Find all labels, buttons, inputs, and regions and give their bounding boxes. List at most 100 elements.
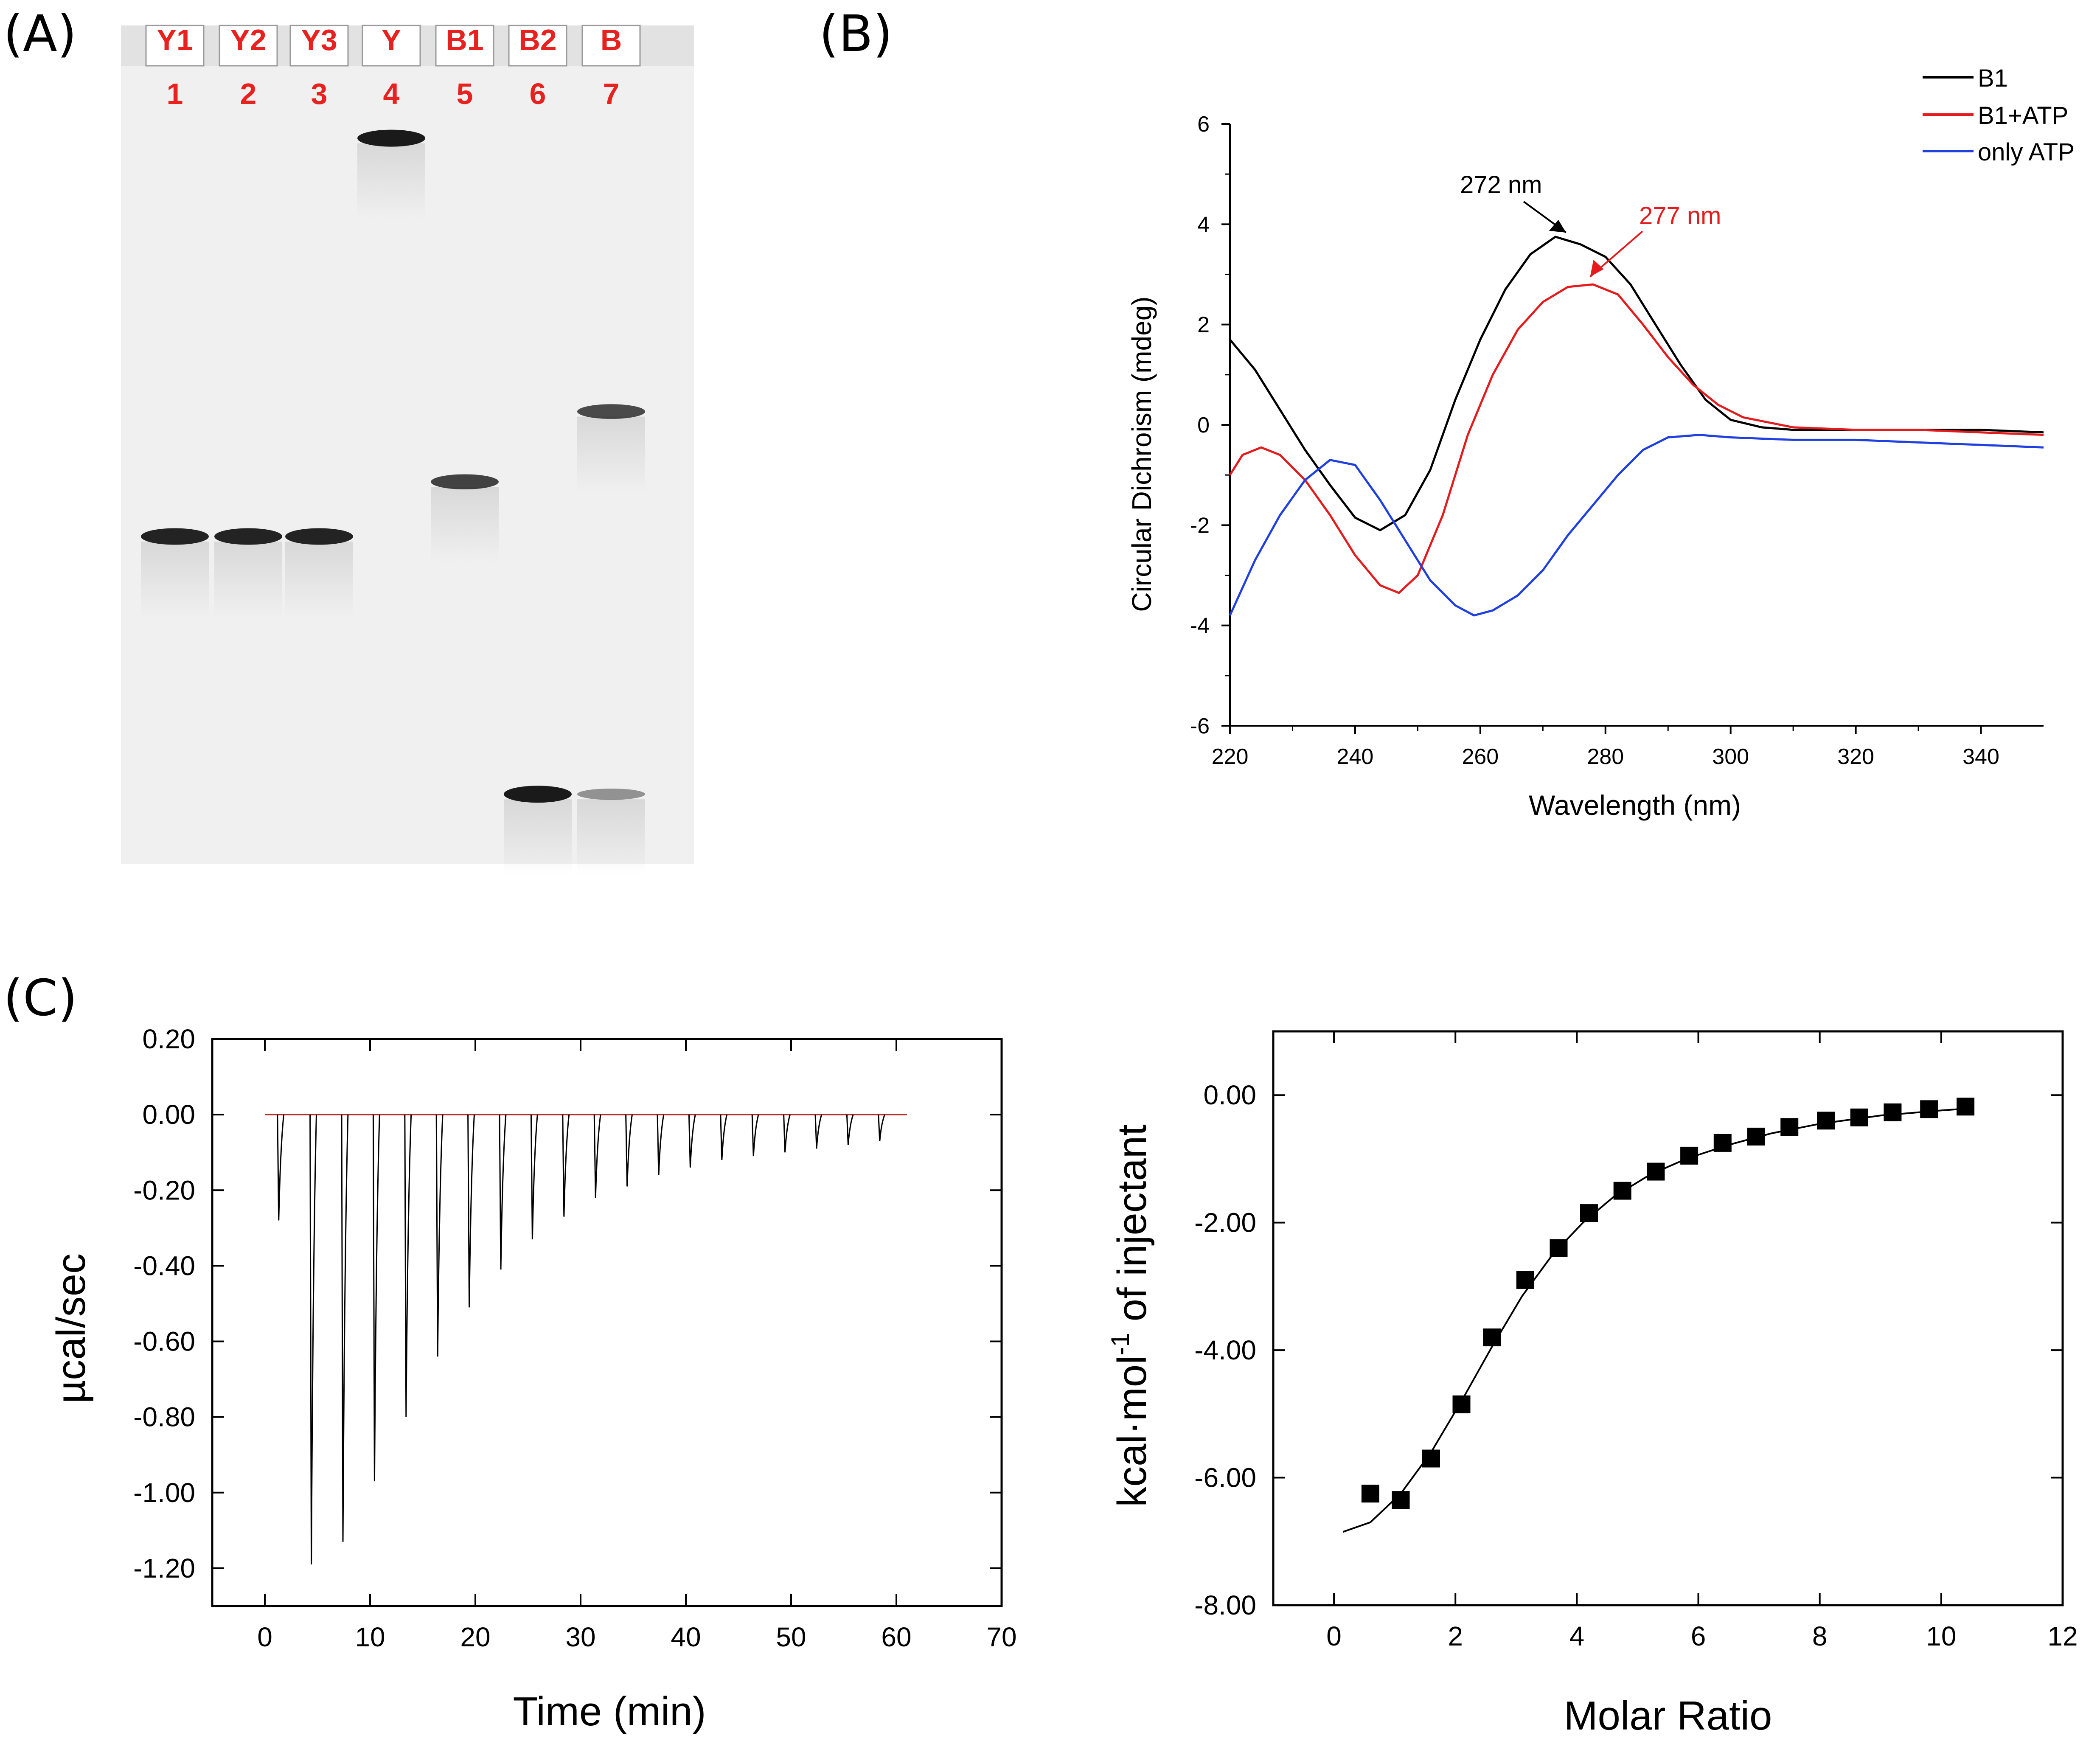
isotherm-data-point bbox=[1680, 1146, 1699, 1165]
itc-y-axis-label: µcal/sec bbox=[48, 1253, 94, 1404]
cd-x-axis-label: Wavelength (nm) bbox=[1529, 789, 1741, 821]
gel-lane-name: Y3 bbox=[301, 23, 337, 56]
cd-series-only-atp bbox=[1229, 434, 2044, 617]
itc-x-tick-label: 60 bbox=[881, 1622, 911, 1652]
itc-injection-peak bbox=[625, 1114, 633, 1187]
cd-annotation-arrowhead-277 bbox=[1590, 260, 1604, 277]
itc-injection-peak bbox=[562, 1114, 570, 1217]
gel-lane-number: 3 bbox=[311, 77, 328, 110]
isotherm-data-point bbox=[1580, 1204, 1598, 1222]
itc-injection-peak bbox=[814, 1114, 823, 1149]
isotherm-data-point bbox=[1550, 1239, 1568, 1257]
gel-band-smear bbox=[214, 542, 282, 618]
itc-thermogram-chart: 0 10 20 30 40 50 60 70 0.20 0.00 -0.20 -0.40 -0.60 -0… bbox=[48, 1024, 1017, 1734]
isotherm-data-point bbox=[1516, 1271, 1534, 1289]
itc-injection-peak bbox=[751, 1114, 759, 1157]
legend-label-only-atp: only ATP bbox=[1978, 138, 2075, 166]
gel-lane-number: 1 bbox=[167, 77, 183, 110]
isotherm-data-point bbox=[1713, 1134, 1732, 1152]
itc-injection-peak bbox=[593, 1114, 601, 1198]
itc-injection-peak bbox=[341, 1115, 349, 1542]
isotherm-y-axis-label: kcal·mol-1 of injectant bbox=[1106, 1124, 1155, 1507]
gel-well bbox=[219, 25, 278, 67]
panel-label-b: (B) bbox=[819, 4, 893, 63]
itc-x-tick-label: 70 bbox=[986, 1622, 1016, 1652]
isotherm-y-label-main: kcal·mol bbox=[1109, 1355, 1155, 1507]
cd-legend: B1 B1+ATP only ATP bbox=[1923, 65, 2075, 166]
gel-band bbox=[577, 404, 645, 419]
itc-injection-peak bbox=[720, 1114, 728, 1160]
isotherm-y-tick-label: -4.00 bbox=[1194, 1335, 1256, 1365]
itc-injection-peak bbox=[846, 1114, 854, 1145]
gel-well bbox=[145, 25, 205, 67]
isotherm-x-tick-label: 2 bbox=[1448, 1621, 1463, 1651]
isotherm-x-tick-label: 6 bbox=[1691, 1621, 1706, 1651]
binding-isotherm-chart: 0 2 4 6 8 10 12 0.00 -2.00 -4.00 -6.00 -8.00 Molar … bbox=[1106, 1030, 2078, 1738]
cd-x-tick-label: 260 bbox=[1462, 744, 1499, 769]
isotherm-data-point bbox=[1422, 1449, 1440, 1468]
itc-injection-peak bbox=[467, 1115, 475, 1308]
gel-lane-name: Y bbox=[382, 23, 401, 56]
isotherm-data-point bbox=[1647, 1163, 1665, 1181]
isotherm-data-point bbox=[1920, 1100, 1938, 1118]
isotherm-data-point bbox=[1850, 1108, 1868, 1126]
gel-band-smear bbox=[285, 542, 353, 618]
cd-series-b1 bbox=[1229, 236, 2044, 531]
gel-well bbox=[362, 25, 421, 67]
cd-y-tick-label: -2 bbox=[1190, 513, 1210, 538]
cd-y-tick-label: 0 bbox=[1197, 413, 1210, 438]
isotherm-x-axis-label: Molar Ratio bbox=[1564, 1693, 1772, 1738]
itc-y-tick-label: 0.00 bbox=[142, 1099, 195, 1130]
itc-x-tick-label: 0 bbox=[257, 1622, 272, 1652]
itc-y-tick-label: -1.00 bbox=[133, 1477, 195, 1508]
itc-x-tick-label: 10 bbox=[355, 1622, 385, 1652]
isotherm-data-point bbox=[1452, 1395, 1471, 1413]
isotherm-data-point bbox=[1361, 1485, 1379, 1503]
legend-label-b1: B1 bbox=[1978, 65, 2008, 92]
cd-y-tick-label: 6 bbox=[1197, 112, 1210, 137]
gel-lane-name: Y1 bbox=[157, 23, 193, 56]
itc-injection-peak bbox=[309, 1115, 317, 1565]
cd-annotation-arrowhead-272 bbox=[1549, 219, 1566, 233]
cd-x-tick-label: 220 bbox=[1212, 744, 1249, 769]
cd-x-tick-label: 340 bbox=[1962, 744, 1999, 769]
itc-x-tick-label: 50 bbox=[776, 1622, 806, 1652]
isotherm-x-tick-label: 10 bbox=[1926, 1621, 1956, 1651]
panel-label-c: (C) bbox=[3, 969, 77, 1027]
isotherm-data-point bbox=[1817, 1112, 1835, 1130]
cd-y-axis-label: Circular Dichroism (mdeg) bbox=[1126, 296, 1157, 612]
cd-x-tick-label: 300 bbox=[1712, 744, 1749, 769]
itc-x-tick-label: 20 bbox=[460, 1622, 490, 1652]
gel-lane-name: Y2 bbox=[230, 23, 267, 56]
gel-band-smear bbox=[357, 143, 425, 220]
cd-x-tick-label: 280 bbox=[1587, 744, 1624, 769]
gel-well bbox=[289, 25, 349, 67]
isotherm-x-tick-label: 4 bbox=[1569, 1621, 1585, 1651]
cd-spectrum-chart: 220 240 260 280 300 320 340 -6 -4 -2 0 2 4 6 272 nm 277… bbox=[1126, 65, 2075, 821]
isotherm-x-tick-label: 12 bbox=[2047, 1621, 2078, 1651]
itc-y-tick-label: -0.60 bbox=[133, 1326, 195, 1357]
itc-injection-peak bbox=[499, 1114, 507, 1270]
isotherm-y-tick-label: 0.00 bbox=[1203, 1080, 1256, 1110]
gel-lane-number: 5 bbox=[457, 77, 473, 110]
gel-lane-number: 2 bbox=[240, 77, 257, 110]
isotherm-y-label-sup: -1 bbox=[1106, 1333, 1134, 1355]
cd-x-tick-label: 240 bbox=[1337, 744, 1374, 769]
gel-lane-name: B2 bbox=[519, 23, 556, 56]
gel-band bbox=[504, 786, 572, 803]
itc-y-tick-label: -1.20 bbox=[133, 1553, 195, 1584]
gel-band-smear bbox=[577, 799, 645, 876]
isotherm-y-tick-label: -8.00 bbox=[1194, 1590, 1256, 1620]
itc-injection-peak bbox=[878, 1114, 886, 1141]
gel-band bbox=[141, 528, 209, 545]
itc-x-axis-label: Time (min) bbox=[513, 1689, 706, 1734]
itc-injection-peak bbox=[372, 1115, 380, 1482]
cd-annotation-277: 277 nm bbox=[1639, 202, 1721, 230]
gel-lane-number: 6 bbox=[530, 77, 546, 110]
itc-y-tick-label: -0.80 bbox=[133, 1402, 195, 1432]
gel-band-smear bbox=[141, 542, 209, 618]
gel-lane-name: B bbox=[601, 23, 622, 56]
itc-x-tick-label: 30 bbox=[565, 1622, 595, 1652]
itc-plot-frame bbox=[211, 1038, 1003, 1607]
cd-x-tick-label: 320 bbox=[1837, 744, 1874, 769]
